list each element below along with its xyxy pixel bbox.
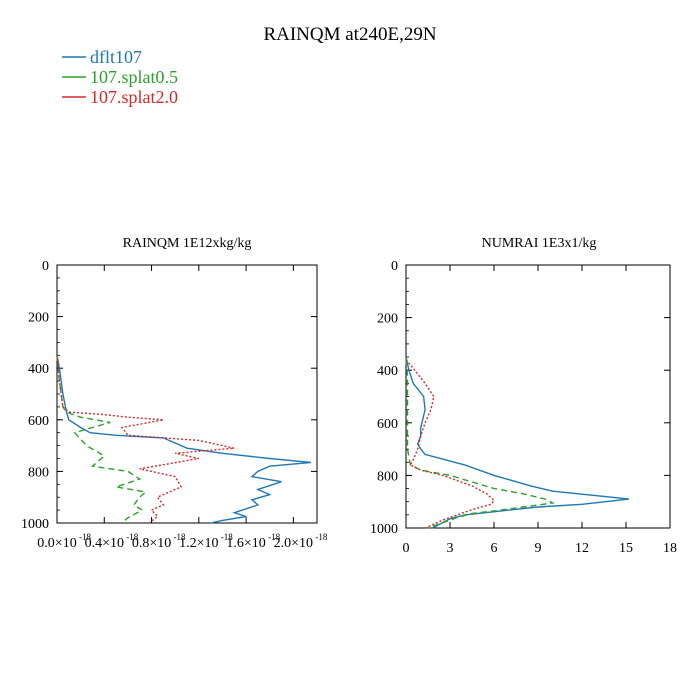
rainqm-panel-title: RAINQM 1E12xkg/kg	[123, 236, 252, 251]
numrai-xtick-label: 12	[575, 541, 589, 556]
legend-label-splat20: 107.splat2.0	[90, 87, 178, 107]
numrai-ytick-label: 0	[391, 259, 398, 274]
numrai-xtick-label: 3	[447, 541, 454, 556]
legend: dflt107 107.splat0.5 107.splat2.0	[62, 47, 178, 107]
numrai-series-107-splat2-0	[405, 359, 495, 529]
rainqm-xtick-exponent: -18	[79, 532, 91, 542]
numrai-ytick-label: 1000	[370, 522, 398, 537]
rainqm-panel: RAINQM 1E12xkg/kg 0 200 400 600 800 1000 0.0×1…	[21, 236, 328, 551]
numrai-series-107-splat0-5	[405, 359, 555, 529]
numrai-panel: NUMRAI 1E3x1/kg 0 200 400 600 800 1000 0 3 6 9 12 1…	[370, 236, 677, 556]
rainqm-series-dflt107	[56, 355, 312, 524]
numrai-plot-frame	[405, 264, 671, 529]
numrai-ytick-label: 600	[377, 417, 398, 432]
rainqm-xtick-exponent: -18	[315, 532, 327, 542]
rainqm-xtick-label: 2.0×10	[274, 536, 313, 551]
rainqm-xtick-label: 1.6×10	[226, 536, 265, 551]
rainqm-ytick-label: 800	[28, 465, 49, 480]
legend-label-dflt107: dflt107	[90, 47, 142, 67]
numrai-xtick-label: 9	[535, 541, 542, 556]
rainqm-ytick-label: 0	[42, 259, 49, 274]
numrai-axes: 0 200 400 600 800 1000 0 3 6 9 12 15 18	[370, 259, 677, 556]
rainqm-xtick-label: 0.8×10	[132, 536, 171, 551]
rainqm-ytick-label: 1000	[21, 517, 49, 532]
legend-label-splat05: 107.splat0.5	[90, 67, 178, 87]
figure-title: RAINQM at240E,29N	[263, 24, 436, 45]
rainqm-plot-frame	[56, 264, 318, 524]
numrai-ytick-label: 400	[377, 364, 398, 379]
rainqm-series-107-splat2-0	[56, 355, 235, 524]
numrai-xtick-label: 18	[663, 541, 677, 556]
numrai-series-dflt107	[405, 356, 629, 529]
rainqm-ytick-label: 400	[28, 362, 49, 377]
rainqm-xtick-exponent: -18	[174, 532, 186, 542]
rainqm-xtick-label: 0.0×10	[37, 536, 76, 551]
numrai-series	[405, 356, 629, 529]
rainqm-xtick-exponent: -18	[126, 532, 138, 542]
numrai-xtick-label: 15	[619, 541, 633, 556]
numrai-ytick-label: 200	[377, 312, 398, 327]
rainqm-xtick-label: 1.2×10	[179, 536, 218, 551]
rainqm-xtick-label: 0.4×10	[85, 536, 124, 551]
rainqm-series	[56, 355, 312, 524]
numrai-panel-title: NUMRAI 1E3x1/kg	[482, 236, 597, 251]
numrai-xtick-label: 6	[491, 541, 498, 556]
rainqm-ytick-label: 600	[28, 414, 49, 429]
rainqm-xtick-exponent: -18	[221, 532, 233, 542]
rainqm-xtick-exponent: -18	[268, 532, 280, 542]
numrai-xtick-label: 0	[403, 541, 410, 556]
numrai-ytick-label: 800	[377, 469, 398, 484]
rainqm-series-107-splat0-5	[56, 355, 148, 524]
rainqm-ytick-label: 200	[28, 311, 49, 326]
